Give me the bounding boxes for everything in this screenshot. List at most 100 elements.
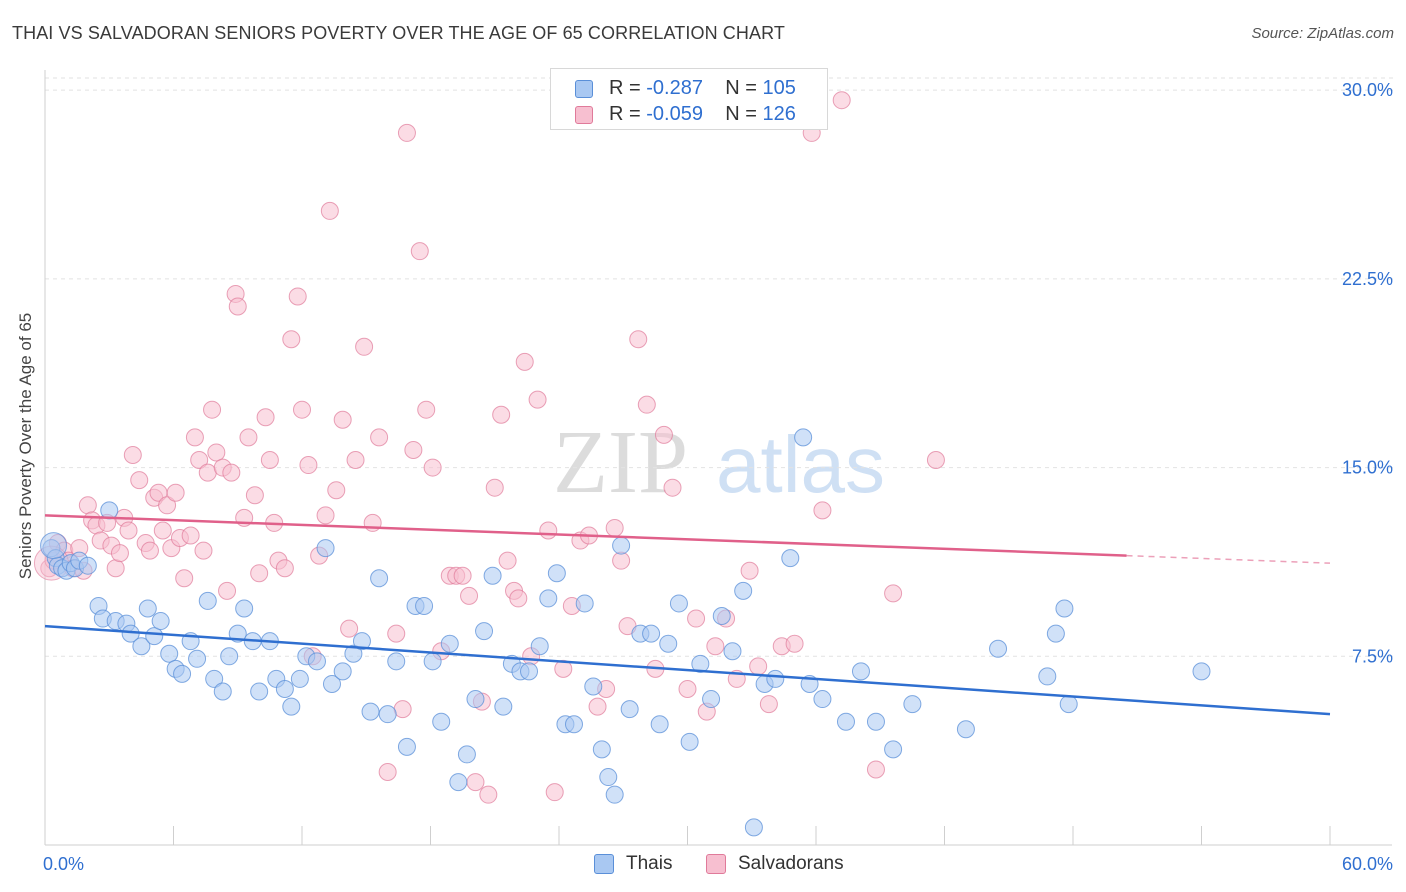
thais-point xyxy=(423,652,442,671)
salvadorans-point xyxy=(250,564,269,583)
salvadorans-point xyxy=(198,463,217,482)
salvadorans-point xyxy=(203,400,222,419)
salvadorans-point xyxy=(228,297,247,316)
series-legend: Thais Salvadorans xyxy=(0,851,1406,879)
grid-lines xyxy=(45,77,1395,657)
thais-point xyxy=(235,599,254,618)
salvadorans-point xyxy=(654,425,673,444)
thais-point xyxy=(794,428,813,447)
salvadorans-point xyxy=(423,458,442,477)
salvadorans-point xyxy=(663,478,682,497)
salvadorans-point xyxy=(479,785,498,804)
salvadorans-point xyxy=(119,521,138,540)
thais-point xyxy=(415,596,434,615)
thais-point xyxy=(397,737,416,756)
thais-point xyxy=(564,715,583,734)
salvadorans-point xyxy=(333,410,352,429)
thais-point xyxy=(766,669,785,688)
salvadorans-point xyxy=(175,569,194,588)
thais-point xyxy=(866,712,885,731)
thais-point xyxy=(316,539,335,558)
salvadorans-trend-line xyxy=(44,514,1127,557)
thais-point xyxy=(361,702,380,721)
salvadorans-point xyxy=(629,330,648,349)
n-label: N = xyxy=(725,77,757,99)
thais-point xyxy=(307,652,326,671)
thais-point xyxy=(592,740,611,759)
salvadorans-trend-extension xyxy=(1126,554,1331,564)
salvadorans-point xyxy=(340,619,359,638)
thais-point xyxy=(642,624,661,643)
salvadorans-point xyxy=(299,456,318,475)
axes xyxy=(44,70,1392,846)
legend-label-salvadorans: Salvadorans xyxy=(738,853,844,874)
thais-swatch xyxy=(575,80,593,98)
salvadorans-point xyxy=(485,478,504,497)
thais-point xyxy=(1192,662,1211,681)
salvadorans-point xyxy=(417,400,436,419)
thais-point xyxy=(989,639,1008,658)
thais-point xyxy=(1055,599,1074,618)
n-value: 105 xyxy=(762,77,796,99)
thais-point xyxy=(220,647,239,666)
thais-point xyxy=(605,785,624,804)
thais-point xyxy=(370,569,389,588)
salvadorans-point xyxy=(316,506,335,525)
thais-point xyxy=(659,634,678,653)
thais-point xyxy=(250,682,269,701)
thais-point xyxy=(956,720,975,739)
r-label: R = xyxy=(609,103,641,125)
salvadorans-point xyxy=(153,521,172,540)
thais-point xyxy=(483,566,502,585)
salvadorans-point xyxy=(355,337,374,356)
salvadorans-point xyxy=(158,496,177,515)
salvadorans-point xyxy=(346,451,365,470)
salvadorans-point xyxy=(166,483,185,502)
salvadorans-point xyxy=(190,451,209,470)
salvadorans-point xyxy=(245,486,264,505)
salvadorans-point xyxy=(509,589,528,608)
salvadorans-point xyxy=(785,634,804,653)
salvadorans-point xyxy=(832,91,851,110)
salvadorans-point xyxy=(275,559,294,578)
thais-point xyxy=(138,599,157,618)
salvadorans-point xyxy=(866,760,885,779)
salvadorans-point xyxy=(288,287,307,306)
salvadorans-point xyxy=(123,445,142,464)
thais-point xyxy=(378,705,397,724)
thais-point xyxy=(781,549,800,568)
thais-point xyxy=(744,818,763,837)
y-tick-labels: 7.5% 15.0% 22.5% 30.0% xyxy=(1342,80,1393,666)
thais-point xyxy=(344,644,363,663)
thais-point xyxy=(669,594,688,613)
salvadorans-point xyxy=(320,201,339,220)
thais-point xyxy=(78,556,97,575)
salvadorans-point xyxy=(813,501,832,520)
thais-point xyxy=(620,700,639,719)
salvadorans-point xyxy=(387,624,406,643)
salvadorans-point xyxy=(207,443,226,462)
salvadorans-point xyxy=(588,697,607,716)
salvadorans-point xyxy=(130,471,149,490)
thais-point xyxy=(457,745,476,764)
salvadorans-point xyxy=(293,400,311,419)
salvadorans-point xyxy=(539,521,558,540)
salvadorans-point xyxy=(740,561,759,580)
salvadorans-point xyxy=(181,526,200,545)
x-tick-label-end: 60.0% xyxy=(1342,854,1393,874)
salvadorans-point xyxy=(106,559,125,578)
thais-point xyxy=(723,642,742,661)
thais-point xyxy=(205,669,224,688)
chart-title: THAI VS SALVADORAN SENIORS POVERTY OVER … xyxy=(12,23,785,43)
salvadorans-point xyxy=(327,481,346,500)
thais-point xyxy=(213,682,232,701)
thais-point xyxy=(173,664,192,683)
thais-point xyxy=(322,674,341,693)
salvadorans-point xyxy=(194,541,213,560)
thais-point xyxy=(712,607,731,626)
salvadorans-point xyxy=(706,637,725,656)
salvadorans-point xyxy=(239,428,258,447)
thais-point xyxy=(440,634,459,653)
thais-point xyxy=(691,654,710,673)
